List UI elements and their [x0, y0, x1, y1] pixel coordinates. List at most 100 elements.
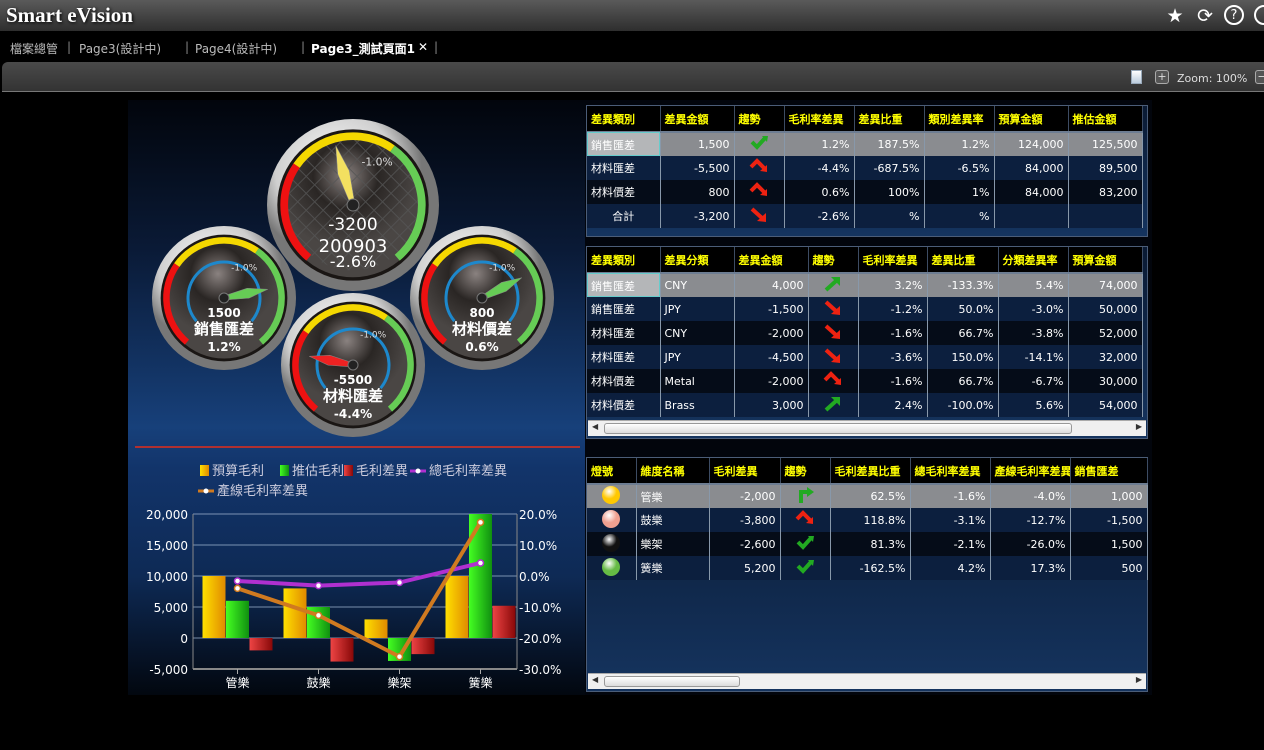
column-header[interactable]: 毛利差異比重 [830, 458, 911, 485]
bar-預算毛利[interactable] [364, 619, 388, 638]
table-row[interactable]: 樂架 -2,600 81.3% -2.1% -26.0% 1,500 [587, 532, 1148, 556]
table-row[interactable]: 材料匯差 JPY -4,500 -3.6% 150.0% -14.1% 32,000 [587, 345, 1143, 369]
bar-預算毛利[interactable] [202, 576, 226, 638]
column-header[interactable]: 毛利率差異 [784, 106, 855, 133]
table-cell: -6.5% [924, 156, 995, 180]
point-總毛利率差異[interactable] [233, 577, 242, 585]
table-cell: 合計 [587, 204, 661, 228]
tab-file-manager[interactable]: 檔案總管 [10, 42, 59, 56]
column-header[interactable]: 總毛利率差異 [910, 458, 991, 485]
table-row[interactable]: 銷售匯差 CNY 4,000 3.2% -133.3% 5.4% 74,000 [587, 273, 1143, 297]
point-總毛利率差異[interactable] [314, 581, 323, 590]
table-cell: -26.0% [990, 532, 1071, 556]
table-cell: -1.6% [858, 321, 928, 345]
scroll-left-icon[interactable]: ◀ [592, 675, 599, 684]
column-header[interactable]: 產線毛利率差異 [990, 458, 1071, 485]
bar-推估毛利[interactable] [226, 600, 249, 638]
table-row[interactable]: 材料價差 Brass 3,000 2.4% -100.0% 5.6% 54,000 [587, 393, 1143, 417]
zoom-out-button[interactable]: − [1255, 70, 1264, 84]
trend-cell [734, 156, 785, 180]
horizontal-scrollbar[interactable]: ◀ ▶ [588, 673, 1146, 689]
column-header[interactable]: 預算金額 [1068, 247, 1143, 274]
scrollbar-thumb[interactable] [604, 423, 1072, 434]
point-總毛利率差異[interactable] [395, 578, 404, 587]
column-header[interactable]: 趨勢 [808, 247, 859, 274]
table-row[interactable]: 管樂 -2,000 62.5% -1.6% -4.0% 1,000 [587, 484, 1148, 508]
tab-page3-test[interactable]: Page3_測試頁面1 [311, 42, 415, 56]
table-row[interactable]: 材料價差 800 0.6% 100% 1% 84,000 83,200 [587, 180, 1143, 204]
table-row[interactable]: 材料匯差 -5,500 -4.4% -687.5% -6.5% 84,000 89,500 [587, 156, 1143, 180]
table-row[interactable]: 銷售匯差 1,500 1.2% 187.5% 1.2% 124,000 125,500 [587, 132, 1143, 156]
point-產線毛利率差異[interactable] [314, 611, 323, 620]
column-header[interactable]: 差異類別 [587, 106, 661, 133]
bar-預算毛利[interactable] [445, 576, 469, 638]
point-產線毛利率差異[interactable] [476, 518, 485, 527]
gauge-range-arc [293, 132, 395, 168]
point-產線毛利率差異[interactable] [395, 652, 404, 661]
tab-page4-design[interactable]: Page4(設計中) [195, 42, 278, 56]
legend-marker [203, 488, 209, 494]
column-header[interactable]: 差異類別 [587, 247, 661, 274]
column-header[interactable]: 毛利率差異 [858, 247, 928, 274]
legend-marker [415, 468, 421, 474]
horizontal-scrollbar[interactable]: ◀ ▶ [588, 420, 1146, 436]
column-header[interactable]: 維度名稱 [636, 458, 710, 485]
legend-item[interactable]: 總毛利率差異 [410, 463, 507, 479]
scroll-left-icon[interactable]: ◀ [592, 422, 599, 431]
column-header[interactable]: 毛利差異 [709, 458, 781, 485]
table-row[interactable]: 材料匯差 CNY -2,000 -1.6% 66.7% -3.8% 52,000 [587, 321, 1143, 345]
gauge-value: 1500 [207, 306, 240, 320]
zoom-in-button[interactable]: + [1155, 70, 1169, 84]
table-row[interactable]: 材料價差 Metal -2,000 -1.6% 66.7% -6.7% 30,000 [587, 369, 1143, 393]
table-cell [994, 204, 1069, 228]
column-header[interactable]: 銷售匯差 [1070, 458, 1148, 485]
column-header[interactable]: 差異金額 [660, 106, 735, 133]
bar-毛利差異[interactable] [492, 605, 516, 638]
table-cell: JPY [660, 297, 735, 321]
table-cell: 17.3% [990, 556, 1071, 580]
table-cell: CNY [660, 273, 735, 297]
table-row[interactable]: 合計 -3,200 -2.6%%% [587, 204, 1143, 228]
column-header[interactable]: 趨勢 [780, 458, 831, 485]
column-header[interactable]: 趨勢 [734, 106, 785, 133]
scrollbar-thumb[interactable] [604, 676, 740, 687]
tab-close-icon[interactable]: ✕ [418, 40, 429, 54]
refresh-icon[interactable]: ⟳ [1197, 5, 1213, 27]
point-產線毛利率差異[interactable] [233, 584, 242, 593]
legend-item[interactable]: 產線毛利率差異 [198, 483, 308, 499]
help-icon[interactable]: ? [1224, 5, 1244, 25]
gauge-range-arc [186, 260, 262, 323]
page-icon[interactable] [1131, 70, 1142, 84]
bar-預算毛利[interactable] [283, 588, 307, 638]
column-header[interactable]: 分類差異率 [998, 247, 1069, 274]
scroll-right-icon[interactable]: ▶ [1135, 422, 1142, 431]
table-row[interactable]: 銷售匯差 JPY -1,500 -1.2% 50.0% -3.0% 50,000 [587, 297, 1143, 321]
column-header[interactable]: 推估金額 [1068, 106, 1143, 133]
column-header[interactable]: 燈號 [587, 458, 637, 485]
table-row[interactable]: 簧樂 5,200 -162.5% 4.2% 17.3% 500 [587, 556, 1148, 580]
column-header[interactable]: 差異比重 [854, 106, 925, 133]
gauge-range-arc [174, 237, 259, 267]
star-icon[interactable]: ★ [1166, 5, 1184, 27]
more-icon[interactable] [1254, 5, 1264, 25]
tab-divider: | [67, 40, 72, 54]
legend-item[interactable]: 推估毛利 [280, 464, 344, 479]
bar-毛利差異[interactable] [249, 638, 273, 651]
tab-page3-design[interactable]: Page3(設計中) [79, 42, 162, 56]
legend-item[interactable]: 預算毛利 [200, 464, 264, 479]
bar-毛利差異[interactable] [411, 638, 435, 655]
column-header[interactable]: 差異金額 [734, 247, 809, 274]
column-header[interactable]: 預算金額 [994, 106, 1069, 133]
point-總毛利率差異[interactable] [476, 559, 485, 567]
column-header[interactable]: 類別差異率 [924, 106, 995, 133]
left-axis-tick: 5,000 [154, 601, 188, 615]
table-cell: 3,000 [734, 393, 809, 417]
bar-毛利差異[interactable] [330, 638, 354, 662]
bar-推估毛利[interactable] [469, 514, 492, 638]
scroll-right-icon[interactable]: ▶ [1135, 675, 1142, 684]
legend-item[interactable]: 毛利差異 [344, 464, 408, 479]
table-row[interactable]: 鼓樂 -3,800 118.8% -3.1% -12.7% -1,500 [587, 508, 1148, 532]
column-header[interactable]: 差異分類 [660, 247, 735, 274]
column-header[interactable]: 差異比重 [927, 247, 999, 274]
